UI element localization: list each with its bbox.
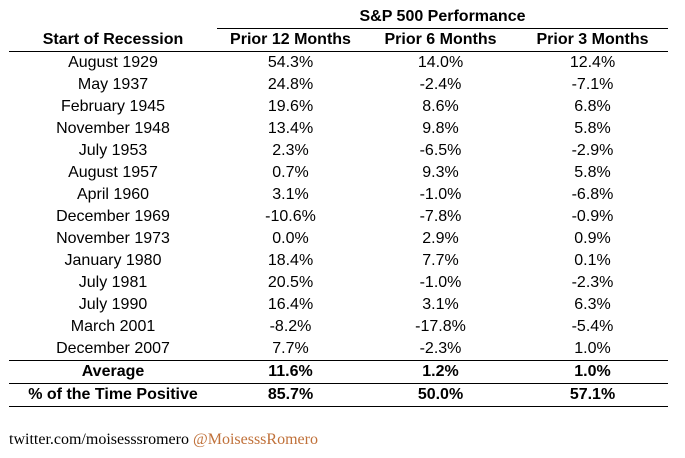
group-header-row: S&P 500 Performance — [9, 6, 668, 29]
start-cell: July 1953 — [78, 142, 148, 159]
table-row: July 1953 2.3% -6.5% -2.9% — [9, 140, 668, 162]
prior-12m-cell: 19.6% — [267, 98, 314, 115]
prior-6m-cell: 9.8% — [422, 120, 459, 137]
prior-12m-cell: 2.3% — [272, 142, 309, 159]
summary-value: 57.1% — [517, 383, 668, 407]
start-cell: March 2001 — [70, 318, 156, 335]
column-header-6m: Prior 6 Months — [364, 28, 517, 52]
prior-3m-cell: 0.9% — [574, 230, 611, 247]
prior-3m-cell: -0.9% — [571, 208, 614, 225]
prior-12m-cell: 3.1% — [272, 186, 309, 203]
start-cell: April 1960 — [76, 186, 150, 203]
start-cell: May 1937 — [77, 76, 149, 93]
table-row: August 1957 0.7% 9.3% 5.8% — [9, 162, 668, 184]
table-row: March 2001 -8.2% -17.8% -5.4% — [9, 316, 668, 338]
prior-6m-cell: -17.8% — [415, 318, 466, 335]
footer: twitter.com/moisesssromero @MoisesssRomer… — [9, 431, 318, 449]
summary-value: 50.0% — [364, 383, 517, 407]
table-row: December 1969 -10.6% -7.8% -0.9% — [9, 206, 668, 228]
table-row: August 1929 54.3% 14.0% 12.4% — [9, 52, 668, 75]
prior-3m-cell: 6.8% — [574, 98, 611, 115]
prior-12m-cell: 0.0% — [272, 230, 309, 247]
prior-6m-cell: 3.1% — [422, 296, 459, 313]
start-cell: August 1929 — [68, 54, 158, 71]
prior-12m-cell: -8.2% — [269, 318, 312, 335]
prior-12m-cell: 20.5% — [267, 274, 314, 291]
start-cell: February 1945 — [60, 98, 166, 115]
column-header-row: Start of Recession Prior 12 Months Prior… — [9, 28, 668, 52]
prior-12m-cell: 7.7% — [272, 340, 309, 357]
footer-handle[interactable]: @MoisesssRomero — [192, 431, 318, 448]
start-cell: July 1981 — [78, 274, 148, 291]
start-cell: August 1957 — [68, 164, 158, 181]
start-cell: December 2007 — [56, 340, 170, 357]
table-row: November 1973 0.0% 2.9% 0.9% — [9, 228, 668, 250]
table-row: November 1948 13.4% 9.8% 5.8% — [9, 118, 668, 140]
table-row: July 1981 20.5% -1.0% -2.3% — [9, 272, 668, 294]
prior-6m-cell: 2.9% — [422, 230, 459, 247]
summary-label: Average — [9, 360, 217, 384]
prior-12m-cell: 18.4% — [267, 252, 314, 269]
prior-3m-cell: 0.1% — [574, 252, 611, 269]
table-row: May 1937 24.8% -2.4% -7.1% — [9, 74, 668, 96]
prior-3m-cell: 5.8% — [574, 164, 611, 181]
group-header: S&P 500 Performance — [217, 6, 668, 29]
prior-3m-cell: 12.4% — [569, 54, 616, 71]
prior-12m-cell: 0.7% — [272, 164, 309, 181]
start-cell: July 1990 — [78, 296, 148, 313]
prior-3m-cell: 6.3% — [574, 296, 611, 313]
column-header-12m: Prior 12 Months — [217, 28, 364, 52]
prior-3m-cell: 5.8% — [574, 120, 611, 137]
prior-6m-cell: -1.0% — [419, 186, 462, 203]
prior-3m-cell: -5.4% — [571, 318, 614, 335]
table-row: July 1990 16.4% 3.1% 6.3% — [9, 294, 668, 316]
start-cell: December 1969 — [56, 208, 170, 225]
prior-12m-cell: -10.6% — [265, 208, 316, 225]
prior-12m-cell: 16.4% — [267, 296, 314, 313]
prior-3m-cell: 1.0% — [574, 340, 611, 357]
prior-6m-cell: -7.8% — [419, 208, 462, 225]
table-row: January 1980 18.4% 7.7% 0.1% — [9, 250, 668, 272]
prior-6m-cell: 9.3% — [422, 164, 459, 181]
prior-6m-cell: 7.7% — [422, 252, 459, 269]
start-cell: January 1980 — [64, 252, 162, 269]
prior-6m-cell: -6.5% — [419, 142, 462, 159]
prior-6m-cell: 14.0% — [417, 54, 464, 71]
summary-label: % of the Time Positive — [9, 383, 217, 407]
prior-12m-cell: 24.8% — [267, 76, 314, 93]
column-header-start: Start of Recession — [9, 28, 217, 52]
average-row: Average 11.6% 1.2% 1.0% — [9, 360, 668, 384]
start-cell: November 1973 — [56, 230, 170, 247]
prior-6m-cell: -2.3% — [419, 340, 462, 357]
start-cell: November 1948 — [56, 120, 170, 137]
prior-3m-cell: -6.8% — [571, 186, 614, 203]
prior-6m-cell: -1.0% — [419, 274, 462, 291]
prior-6m-cell: 8.6% — [422, 98, 459, 115]
prior-3m-cell: -2.9% — [571, 142, 614, 159]
empty-header-cell — [9, 6, 217, 29]
summary-value: 1.0% — [517, 360, 668, 384]
summary-value: 1.2% — [364, 360, 517, 384]
summary-value: 85.7% — [217, 383, 364, 407]
sp500-recession-table: S&P 500 Performance Start of Recession P… — [9, 6, 668, 407]
prior-12m-cell: 13.4% — [267, 120, 314, 137]
table-row: February 1945 19.6% 8.6% 6.8% — [9, 96, 668, 118]
prior-3m-cell: -7.1% — [571, 76, 614, 93]
prior-3m-cell: -2.3% — [571, 274, 614, 291]
summary-value: 11.6% — [217, 360, 364, 384]
prior-6m-cell: -2.4% — [419, 76, 462, 93]
column-header-3m: Prior 3 Months — [517, 28, 668, 52]
table-row: April 1960 3.1% -1.0% -6.8% — [9, 184, 668, 206]
footer-url[interactable]: twitter.com/moisesssromero — [9, 431, 189, 448]
prior-12m-cell: 54.3% — [267, 54, 314, 71]
percent-positive-row: % of the Time Positive 85.7% 50.0% 57.1% — [9, 383, 668, 407]
table-row: December 2007 7.7% -2.3% 1.0% — [9, 338, 668, 361]
